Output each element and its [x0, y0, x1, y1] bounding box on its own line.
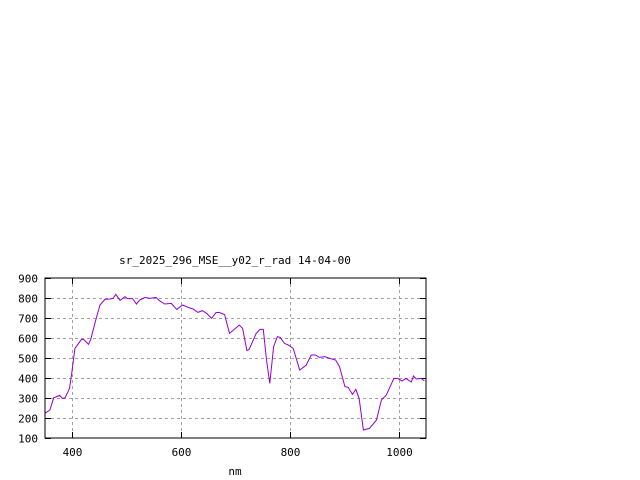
- y-tick-label: 900: [18, 273, 38, 286]
- x-tick-label: 800: [281, 446, 301, 459]
- plot-frame: [44, 277, 427, 439]
- chart-title: sr_2025_296_MSE__y02_r_rad 14-04-00: [119, 254, 351, 267]
- x-tick-label: 400: [63, 446, 83, 459]
- y-tick-label: 600: [18, 333, 38, 346]
- y-tick-label: 400: [18, 373, 38, 386]
- y-tick-label: 200: [18, 413, 38, 426]
- y-tick-label: 700: [18, 313, 38, 326]
- x-tick-label: 600: [172, 446, 192, 459]
- x-axis-label: nm: [228, 465, 242, 478]
- y-tick-label: 800: [18, 293, 38, 306]
- y-tick-label: 300: [18, 393, 38, 406]
- y-tick-labels: 100 200 300 400 500 600 700 800 900: [18, 273, 38, 446]
- x-tick-label: 1000: [386, 446, 413, 459]
- grid-lines: [45, 278, 426, 438]
- y-tick-label: 100: [18, 433, 38, 446]
- y-tick-label: 500: [18, 353, 38, 366]
- series-line: [44, 293, 425, 431]
- x-tick-labels: 400 600 800 1000: [63, 446, 413, 459]
